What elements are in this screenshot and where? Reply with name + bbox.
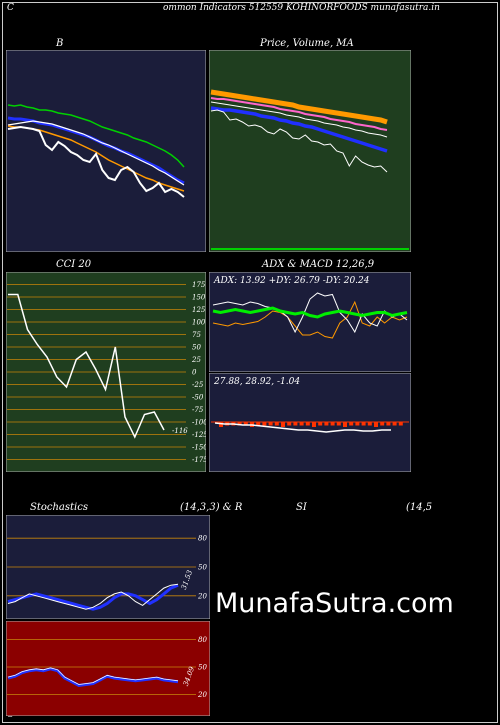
bollinger-title: B (56, 38, 64, 49)
macd-histogram-bar (374, 422, 378, 427)
macd-histogram-bar (386, 422, 391, 426)
stochastics-title: Stochastics (30, 502, 88, 513)
macd-histogram-bar (355, 422, 360, 426)
stoch-d-line (7, 583, 179, 611)
macd-histogram-bar (380, 422, 385, 426)
macd-histogram-bar (349, 422, 354, 426)
adx-panel (209, 272, 411, 372)
cci-tick-label: -100 (192, 419, 206, 427)
macd-histogram-bar (299, 422, 304, 426)
adx-legend: ADX: 13.92 +DY: 26.79 -DY: 20.24 (214, 276, 370, 286)
macd-histogram-bar (262, 422, 267, 426)
macd-histogram-bar (256, 422, 261, 426)
adx-macd-title: ADX & MACD 12,26,9 (262, 259, 375, 270)
macd-histogram-bar (268, 422, 273, 426)
price-ma-series-1 (210, 97, 388, 131)
adx-plus-di (212, 292, 408, 334)
stoch-tick-label: 20 (197, 592, 207, 600)
stochastics-panel: 80 50 20 31.53 (6, 515, 210, 619)
macd-histogram-bar (281, 422, 285, 427)
cci-tick-label: 0 (192, 369, 197, 377)
macd-histogram-bar (398, 422, 403, 426)
stoch-tick-label: 50 (198, 564, 207, 572)
cci-tick-label: -50 (192, 394, 204, 402)
macd-histogram-bar (243, 422, 248, 426)
si-line (7, 667, 179, 687)
macd-panel (209, 373, 411, 472)
cci-tick-label: -175 (192, 456, 206, 464)
macd-histogram-bar (219, 422, 223, 427)
macd-histogram-bar (312, 422, 316, 427)
cci-tick-label: 50 (192, 344, 201, 352)
macd-histogram-bar (361, 422, 366, 426)
macd-histogram-bar (274, 422, 279, 426)
macd-histogram-bar (330, 422, 335, 426)
bollinger-series-0 (7, 104, 185, 168)
si-signal-line (7, 667, 179, 685)
price-ma-series-3 (210, 106, 388, 153)
price-ma-series-2 (210, 101, 388, 138)
price-ma-panel (209, 50, 411, 252)
si-tick-label: 50 (198, 664, 207, 672)
cci-tick-label: -25 (192, 381, 204, 389)
macd-line (214, 422, 391, 433)
adx-line (212, 306, 408, 319)
stochastics-params: (14,3,3) & R (180, 502, 243, 513)
macd-histogram-bar (392, 422, 397, 426)
cci-tick-label: 75 (192, 331, 201, 339)
header-left-mark: C (7, 3, 14, 13)
macd-histogram-bar (367, 422, 372, 426)
price-ma-series-0 (210, 89, 388, 125)
stoch-tick-label: 80 (198, 535, 207, 543)
macd-histogram-bar (237, 422, 242, 426)
macd-histogram-bar (287, 422, 292, 426)
price-ma-series-4 (210, 109, 388, 173)
macd-histogram-bar (293, 422, 298, 426)
header-title: ommon Indicators 512559 KOHINORFOODS mun… (163, 3, 440, 13)
si-tick-label: 20 (197, 691, 207, 699)
macd-values: 27.88, 28.92, -1.04 (214, 377, 301, 387)
adx-minus-di (212, 300, 408, 339)
bollinger-series-2 (7, 120, 185, 186)
macd-histogram-bar (318, 422, 323, 426)
cci-tick-label: 100 (192, 319, 206, 327)
cci-tick-label: -125 (192, 431, 206, 439)
si-panel: 80 50 20 34.09 (6, 621, 210, 716)
cci-title: CCI 20 (56, 259, 92, 270)
macd-histogram-bar (336, 422, 341, 426)
si-params: (14,5 (406, 502, 433, 513)
macd-histogram-bar (343, 422, 347, 427)
cci-last-label: -116 (172, 427, 188, 435)
si-title: SI (296, 502, 307, 513)
si-tick-label: 80 (198, 636, 207, 644)
price-ma-title: Price, Volume, MA (260, 38, 354, 49)
stoch-k-line (7, 583, 179, 610)
cci-line (8, 293, 165, 439)
macd-histogram-bar (324, 422, 329, 426)
cci-tick-label: 175 (192, 281, 206, 289)
cci-tick-label: 25 (191, 356, 201, 364)
watermark: MunafaSutra.com (215, 588, 454, 619)
cci-tick-label: 150 (192, 294, 206, 302)
cci-panel: 175 150 125 100 75 50 25 0 -25 -50 -75 -100 -125 -150… (6, 272, 206, 472)
macd-histogram-bar (305, 422, 310, 426)
bollinger-panel (6, 50, 206, 252)
cci-tick-label: -75 (192, 406, 204, 414)
bollinger-series-4 (7, 125, 185, 198)
cci-tick-label: 125 (192, 306, 206, 314)
cci-tick-label: -150 (192, 444, 206, 452)
